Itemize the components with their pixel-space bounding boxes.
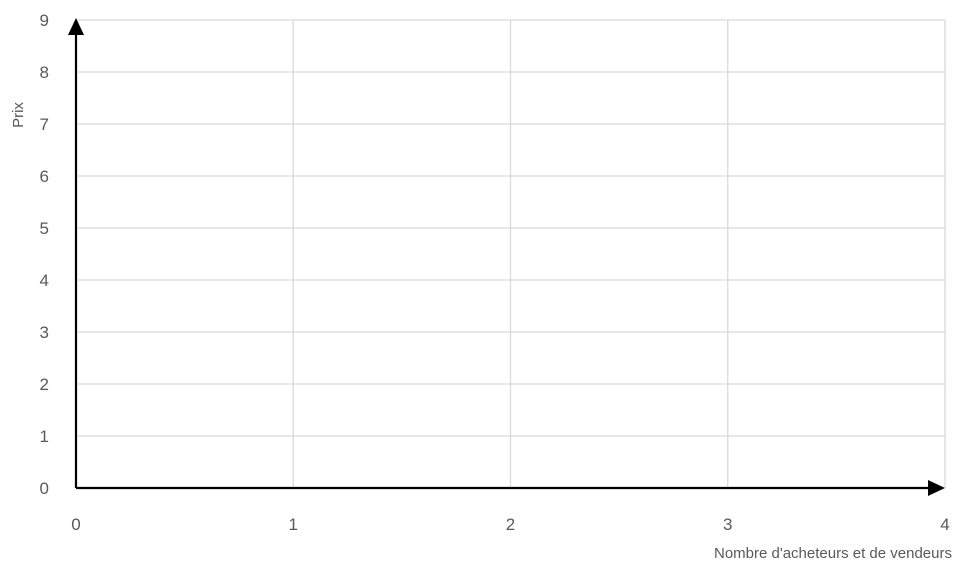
x-axis-arrowhead xyxy=(928,480,945,496)
y-tick-label: 4 xyxy=(40,271,49,290)
y-tick-label: 2 xyxy=(40,375,49,394)
y-tick-label: 7 xyxy=(40,115,49,134)
y-tick-labels: 0 1 2 3 4 5 6 7 8 9 xyxy=(40,11,49,498)
x-axis-label: Nombre d'acheteurs et de vendeurs xyxy=(714,545,952,562)
x-tick-label: 0 xyxy=(71,515,80,534)
y-tick-label: 0 xyxy=(40,479,49,498)
x-tick-label: 1 xyxy=(289,515,298,534)
y-tick-label: 8 xyxy=(40,63,49,82)
x-tick-label: 3 xyxy=(723,515,732,534)
y-tick-label: 6 xyxy=(40,167,49,186)
y-axis-label: Prix xyxy=(10,102,27,128)
x-tick-labels: 0 1 2 3 4 xyxy=(71,515,949,534)
y-tick-label: 1 xyxy=(40,427,49,446)
gridlines xyxy=(76,19,946,488)
x-tick-label: 4 xyxy=(940,515,949,534)
x-tick-label: 2 xyxy=(506,515,515,534)
y-tick-label: 5 xyxy=(40,219,49,238)
y-tick-label: 3 xyxy=(40,323,49,342)
y-axis-arrowhead xyxy=(68,18,84,35)
y-tick-label: 9 xyxy=(40,11,49,30)
